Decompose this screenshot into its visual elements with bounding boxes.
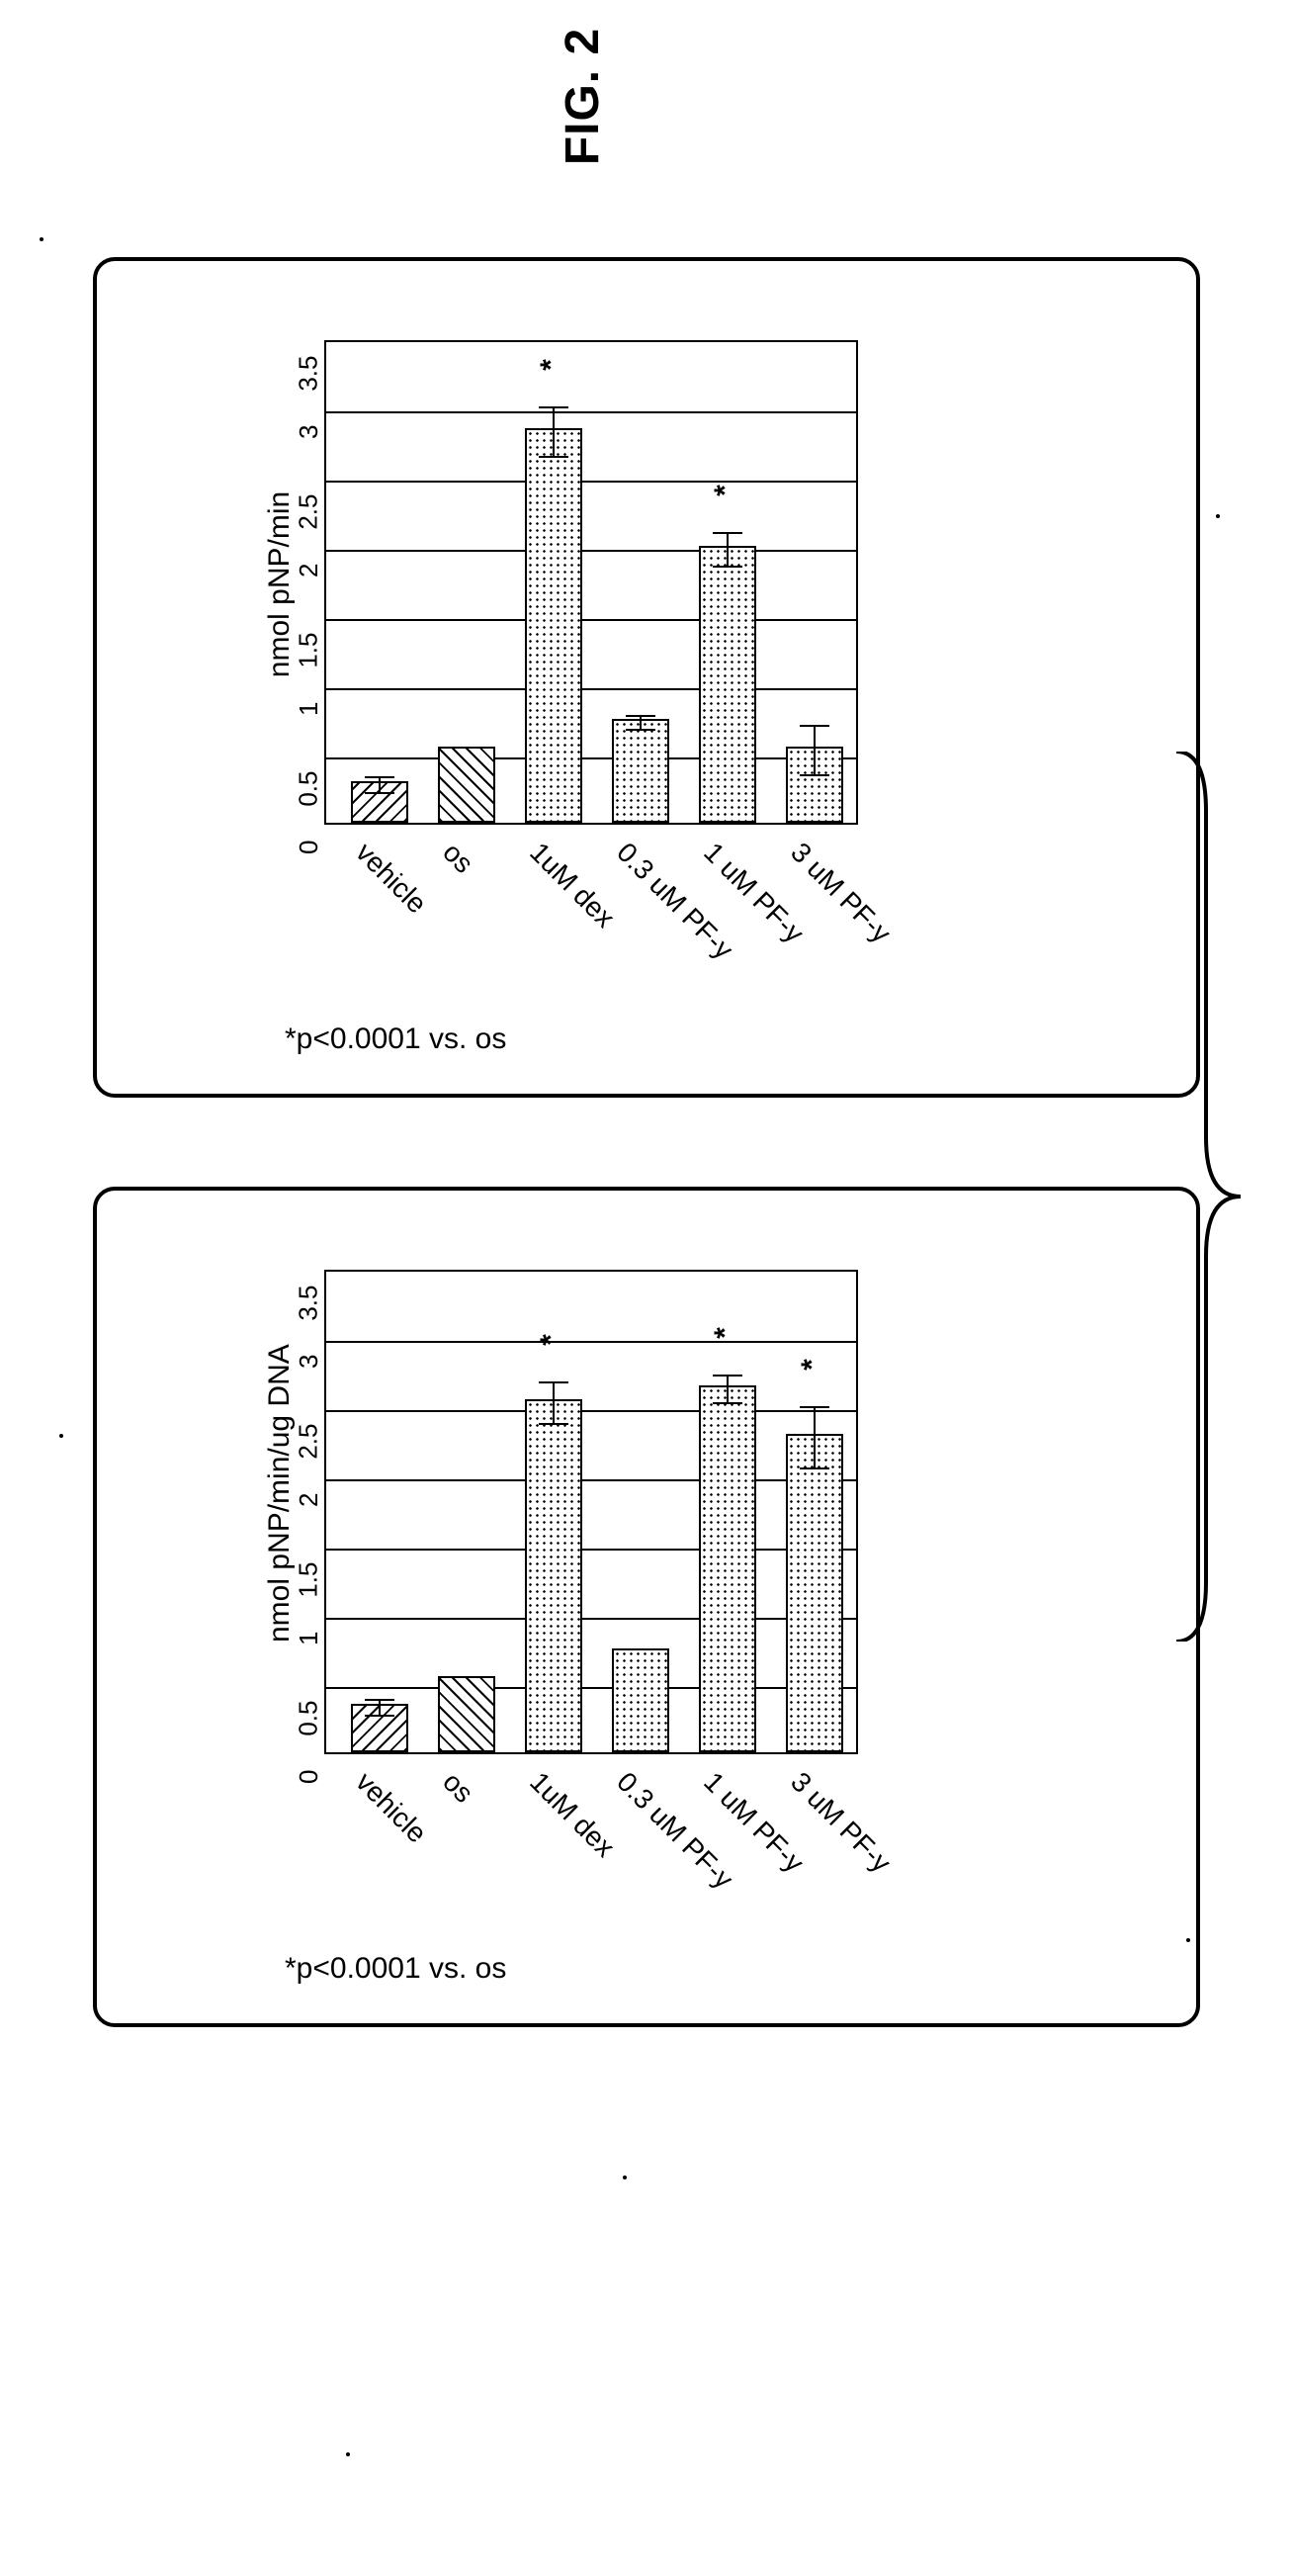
y-tick-label: 3 [294, 1355, 324, 1369]
y-tick-label: 3 [294, 425, 324, 439]
speck [1186, 1938, 1190, 1942]
y-tick-label: 0 [294, 1770, 324, 1784]
significance-star: * [796, 1359, 829, 1371]
gridline [326, 411, 856, 413]
gridline [326, 688, 856, 690]
x-tick-label: vehicle [349, 1766, 432, 1849]
speck [40, 237, 43, 241]
gridline [326, 1618, 856, 1620]
speck [623, 2176, 627, 2179]
error-bar-cap [800, 1467, 829, 1469]
error-bar [640, 716, 642, 730]
panel-a: **00.511.522.533.5nmol pNP/minvehicleos1… [93, 257, 1200, 1098]
gridline [326, 1687, 856, 1689]
speck [1216, 514, 1220, 518]
gridline [326, 1549, 856, 1551]
error-bar [814, 1407, 816, 1468]
x-tick-label: 1uM dex [523, 1766, 621, 1864]
y-tick-label: 2.5 [294, 1424, 324, 1460]
y-tick-label: 2 [294, 1493, 324, 1507]
error-bar-cap [713, 1375, 742, 1377]
significance-star: * [535, 1334, 568, 1346]
bar [438, 1676, 495, 1752]
bar [786, 1434, 843, 1752]
bar [699, 1385, 756, 1752]
significance-star: * [709, 1327, 742, 1339]
bar [612, 1648, 669, 1752]
panel-b: * * * 0 0.5 1 1.5 2 2.5 3 3.5 nmol pNP/min/ug DNA ve… [93, 1187, 1200, 2027]
significance-star: * [535, 359, 568, 371]
x-tick-label: os [436, 1766, 479, 1810]
y-tick-label: 2.5 [294, 494, 324, 530]
error-bar [727, 533, 729, 567]
error-bar-cap [626, 729, 655, 731]
y-tick-label: 0 [294, 841, 324, 854]
error-bar-cap [539, 1423, 568, 1425]
bar [525, 1399, 582, 1752]
x-tick-label: 1uM dex [523, 837, 621, 934]
error-bar-cap [365, 776, 394, 778]
y-tick-label: 3.5 [294, 356, 324, 392]
error-bar-cap [800, 725, 829, 727]
gridline [326, 550, 856, 552]
error-bar-cap [365, 1699, 394, 1701]
significance-star: * [709, 485, 742, 496]
gridline [326, 619, 856, 621]
error-bar [379, 777, 381, 794]
page: FIG. 2 **00.511.522.533.5nmol pNP/minveh… [0, 0, 1293, 2067]
y-tick-label: 1 [294, 702, 324, 716]
y-tick-label: 2 [294, 564, 324, 577]
y-axis-label: nmol pNP/min [263, 456, 297, 713]
error-bar [379, 1700, 381, 1717]
y-axis-label: nmol pNP/min/ug DNA [263, 1385, 297, 1643]
error-bar [727, 1376, 729, 1403]
error-bar-cap [626, 715, 655, 717]
y-tick-label: 1.5 [294, 1562, 324, 1598]
footnote: *p<0.0001 vs. os [285, 1022, 506, 1056]
bar [525, 428, 582, 823]
figure-title: FIG. 2 [556, 28, 610, 165]
y-tick-label: 3.5 [294, 1286, 324, 1321]
error-bar-cap [800, 774, 829, 776]
y-tick-label: 0.5 [294, 1701, 324, 1736]
gridline [326, 481, 856, 483]
speck [59, 1434, 63, 1438]
x-tick-label: vehicle [349, 837, 432, 920]
error-bar-cap [713, 566, 742, 568]
speck [346, 2452, 350, 2456]
plot-area: ** [324, 340, 858, 825]
error-bar-cap [539, 406, 568, 408]
error-bar [553, 407, 555, 457]
panels-container: **00.511.522.533.5nmol pNP/minvehicleos1… [30, 257, 1263, 2027]
bar [699, 546, 756, 823]
y-tick-label: 1.5 [294, 633, 324, 668]
bar [612, 719, 669, 823]
error-bar [814, 726, 816, 775]
gridline [326, 1410, 856, 1412]
y-tick-label: 0.5 [294, 771, 324, 807]
bar [438, 747, 495, 823]
error-bar [553, 1382, 555, 1424]
gridline [326, 1341, 856, 1343]
gridline [326, 1479, 856, 1481]
plot-area: * * * [324, 1270, 858, 1754]
footnote: *p<0.0001 vs. os [285, 1952, 506, 1986]
brace-icon [1157, 752, 1246, 1642]
error-bar-cap [539, 456, 568, 458]
error-bar-cap [365, 792, 394, 794]
error-bar-cap [365, 1715, 394, 1717]
gridline [326, 757, 856, 759]
y-tick-label: 1 [294, 1632, 324, 1645]
x-tick-label: os [436, 837, 479, 880]
error-bar-cap [539, 1381, 568, 1383]
error-bar-cap [800, 1406, 829, 1408]
error-bar-cap [713, 532, 742, 534]
error-bar-cap [713, 1402, 742, 1404]
